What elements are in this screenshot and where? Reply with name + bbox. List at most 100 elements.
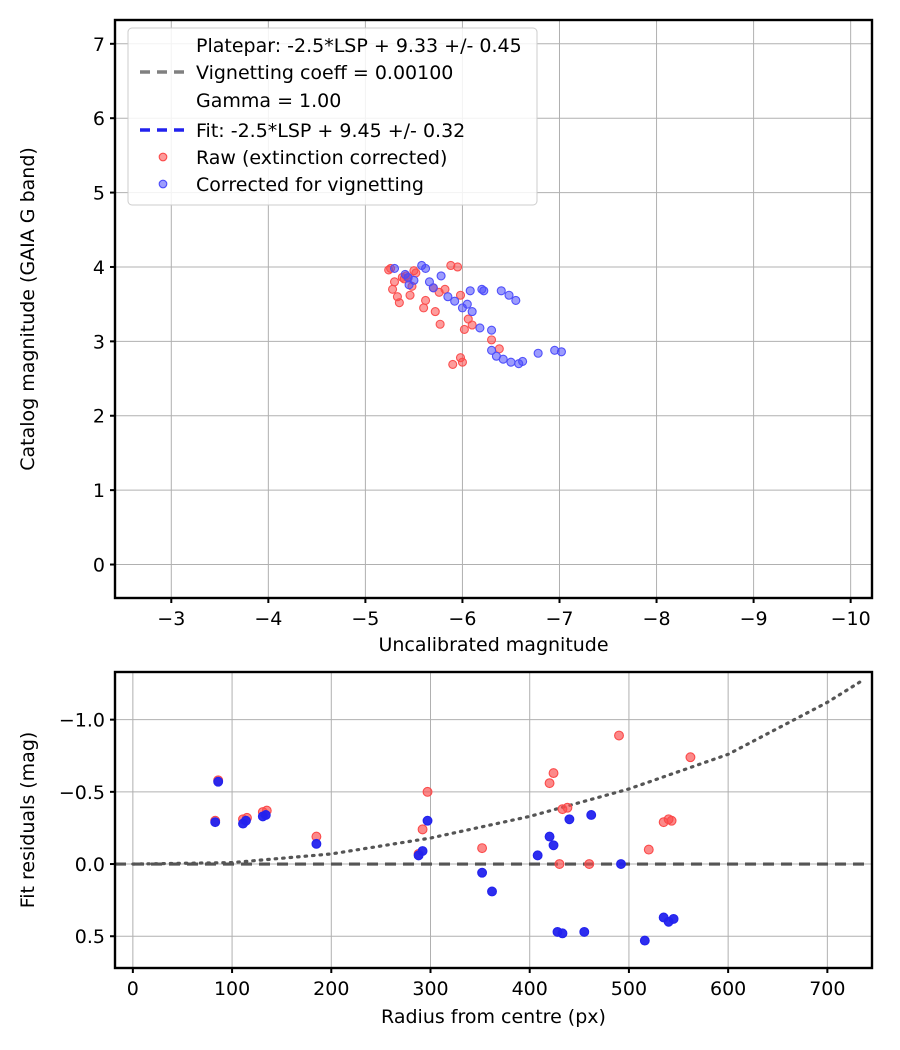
data-point [422, 786, 433, 797]
data-point [417, 846, 428, 856]
data-point [435, 319, 445, 329]
axes-frame-2: 0 100 200 300 400 500 600 700 0.5 0.0 −0.5 −1.0 [59, 670, 874, 1000]
legend-box [127, 27, 538, 206]
data-point [532, 850, 543, 861]
data-point [487, 335, 497, 345]
data-point [443, 292, 453, 302]
series-corrected-1 [389, 260, 566, 369]
legend-dot-marker [158, 152, 168, 162]
data-point [462, 299, 472, 309]
legend-label-5: Corrected for vignetting [196, 174, 424, 196]
legend-label-3: Fit: -2.5*LSP + 9.45 +/- 0.32 [196, 120, 465, 142]
legend-item-3: Fit: -2.5*LSP + 9.45 +/- 0.32 [140, 120, 465, 142]
yaxis-title-1: Catalog magnitude (GAIA G band) [17, 147, 39, 471]
legend-label-2: Gamma = 1.00 [196, 90, 341, 112]
data-point [584, 859, 595, 869]
data-point [562, 802, 573, 813]
xaxis-title-1: Uncalibrated magnitude [378, 634, 608, 656]
data-point [564, 814, 575, 825]
axes-frame-1: −3 −4 −5 −6 −7 −8 −9 −10 0 1 2 3 4 5 6 7 [93, 18, 874, 630]
data-point [544, 778, 555, 789]
data-point [213, 776, 224, 787]
data-point [392, 292, 402, 302]
data-point [430, 307, 440, 317]
scatter-2 [210, 730, 696, 946]
data-point [210, 817, 221, 828]
data-point [446, 260, 456, 271]
data-point [477, 843, 488, 854]
data-point [419, 303, 429, 313]
data-point [448, 359, 458, 369]
data-point [477, 867, 488, 878]
data-point [260, 809, 271, 820]
data-point [504, 290, 514, 300]
xtick-label-0: −3 [157, 608, 185, 630]
data-point [579, 926, 590, 937]
data-point [241, 815, 251, 826]
data-point [417, 824, 428, 835]
legend-label-0: Platepar: -2.5*LSP + 9.33 +/- 0.45 [196, 35, 522, 57]
data-point [556, 347, 566, 357]
xtick-label-5: −8 [643, 608, 671, 630]
data-point [455, 290, 466, 300]
legend-item-5: Corrected for vignetting [158, 174, 424, 196]
legend-1: Platepar: -2.5*LSP + 9.33 +/- 0.45 Vignet… [127, 27, 538, 206]
ytick-label-4: 4 [93, 257, 105, 279]
data-point [614, 730, 624, 741]
xtick-label-2-0: 0 [127, 978, 139, 1000]
xtick-label-6: −9 [740, 608, 768, 630]
ytick-label-7: 7 [93, 34, 105, 56]
data-point [311, 838, 322, 849]
data-point [643, 844, 654, 855]
data-point [409, 266, 419, 276]
ytick-label-2-2: −0.5 [59, 782, 105, 804]
data-point [467, 307, 477, 317]
xtick-label-2-5: 500 [611, 978, 647, 1000]
ytick-label-2: 2 [93, 406, 105, 428]
data-point [668, 913, 679, 924]
xtick-label-2-2: 200 [313, 978, 349, 1000]
data-point [479, 286, 489, 296]
data-point [548, 768, 559, 779]
xtick-label-2-6: 600 [710, 978, 746, 1000]
ytick-label-0: 0 [93, 555, 105, 577]
legend-item-0: Platepar: -2.5*LSP + 9.33 +/- 0.45 [196, 35, 522, 57]
data-point [685, 752, 696, 763]
data-point [586, 809, 597, 820]
data-point [666, 815, 677, 826]
data-point [422, 815, 433, 826]
xtick-label-3: −6 [448, 608, 476, 630]
data-point [459, 324, 469, 335]
data-point [487, 886, 497, 897]
data-point [498, 354, 508, 364]
data-point [518, 356, 528, 366]
data-point [487, 345, 497, 355]
data-point [496, 286, 506, 296]
scatter-1 [384, 260, 566, 369]
ytick-label-1: 1 [93, 480, 105, 502]
panel-residuals: 0 100 200 300 400 500 600 700 0.5 0.0 −0.5 −1.0 Radi… [17, 670, 874, 1028]
data-point [467, 320, 477, 330]
data-point [389, 277, 400, 287]
data-point [616, 859, 626, 869]
yaxis-title-2: Fit residuals (mag) [17, 732, 39, 909]
ytick-label-5: 5 [93, 183, 105, 205]
reference-lines-2 [115, 679, 872, 866]
legend-item-1: Vignetting coeff = 0.00100 [140, 62, 453, 84]
data-point [475, 323, 485, 333]
xtick-label-7: −10 [831, 608, 871, 630]
data-point [400, 269, 410, 279]
data-point [639, 935, 650, 946]
legend-dot-marker [158, 179, 168, 189]
ytick-label-3: 3 [93, 331, 105, 353]
data-point [388, 284, 398, 294]
data-point [424, 277, 434, 287]
data-point [421, 295, 431, 305]
axes-border-1 [113, 18, 874, 600]
ytick-label-2-3: −1.0 [59, 710, 105, 732]
axes-border-2 [113, 670, 874, 970]
data-point [494, 344, 504, 354]
data-point [457, 357, 467, 367]
